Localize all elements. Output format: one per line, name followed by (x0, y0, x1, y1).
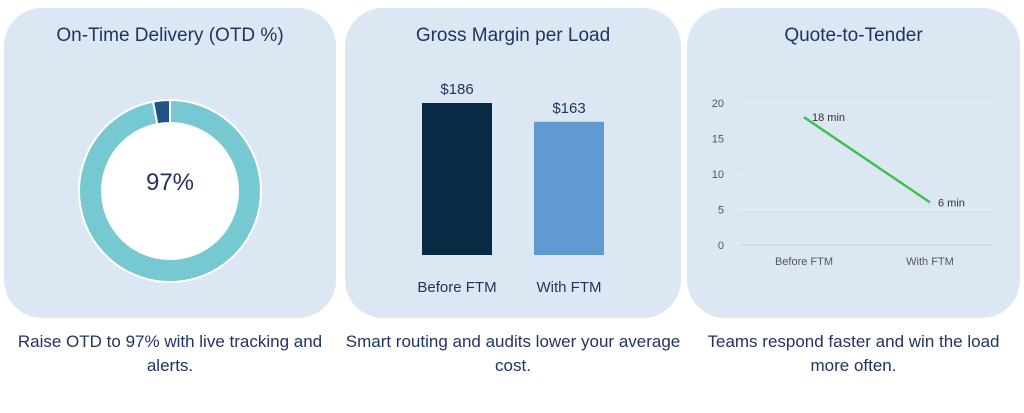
series-line (803, 116, 931, 204)
x-tick-label: Before FTM (775, 256, 833, 268)
bar-value-label: $186 (440, 81, 473, 98)
x-tick-label: With FTM (906, 256, 954, 268)
quote-card: Quote-to-Tender 0 5 10 15 20 Before FTM 18 min… (687, 8, 1020, 318)
otd-center-label: 97% (146, 169, 194, 196)
otd-chart-title: On-Time Delivery (OTD %) (56, 25, 284, 46)
otd-caption: Raise OTD to 97% with live tracking and … (17, 332, 323, 375)
y-tick-label: 20 (712, 98, 724, 110)
bar (534, 121, 604, 255)
y-tick-label: 0 (718, 240, 724, 252)
bar-value-label: $163 (552, 100, 585, 117)
quote-caption: Teams respond faster and win the load mo… (707, 332, 1000, 375)
margin-chart-title: Gross Margin per Load (415, 25, 611, 46)
margin-bar-chart: $186 Before FTM $163 With FTM (417, 81, 604, 296)
otd-card: On-Time Delivery (OTD %) 97% (4, 8, 336, 318)
bar-category-label: Before FTM (417, 279, 496, 296)
margin-card: Gross Margin per Load $186 Before FTM $163… (345, 8, 681, 318)
y-tick-label: 5 (718, 205, 724, 217)
donut-hole (102, 123, 238, 259)
margin-caption: Smart routing and audits lower your aver… (345, 332, 681, 375)
bar-category-label: With FTM (537, 279, 602, 296)
data-label: 6 min (938, 197, 965, 209)
y-tick-label: 10 (712, 169, 724, 181)
quote-chart-title: Quote-to-Tender (784, 25, 923, 46)
otd-donut-chart: 97% (78, 98, 262, 283)
data-label: 18 min (812, 112, 845, 124)
quote-line-chart: 0 5 10 15 20 Before FTM 18 min With FTM 6 min (712, 98, 993, 268)
bar (422, 103, 492, 255)
y-tick-label: 15 (712, 134, 724, 146)
